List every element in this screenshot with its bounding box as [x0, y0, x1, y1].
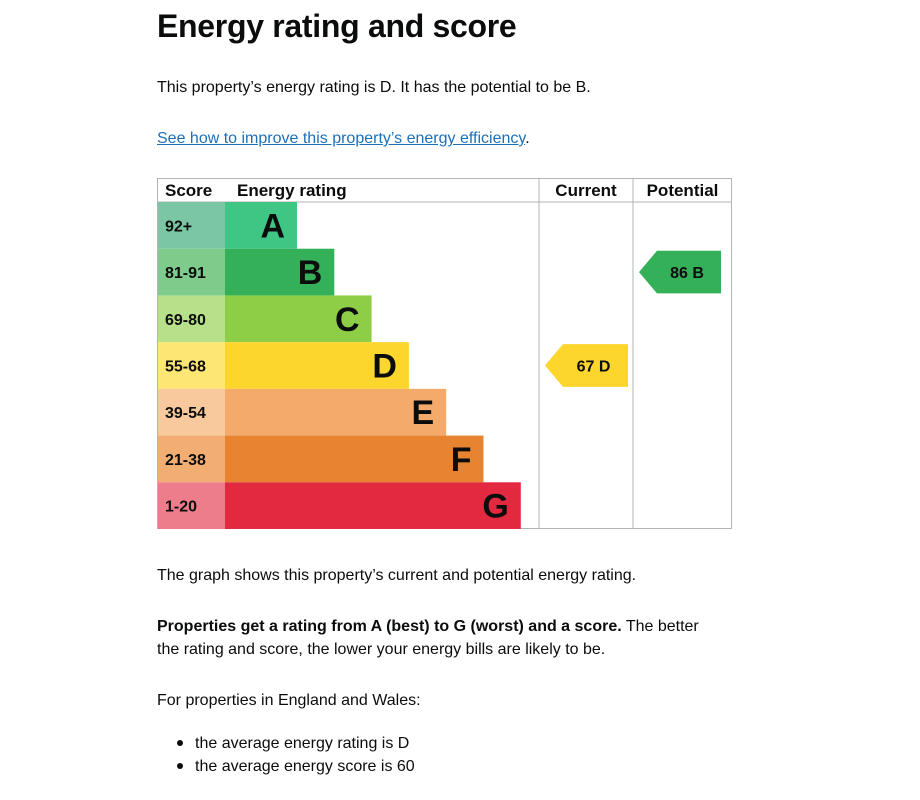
current-rating-label: 67 D	[577, 359, 611, 376]
score-cell-f	[158, 435, 225, 483]
rating-bar-c	[225, 295, 372, 343]
average-score-item: the average energy score is 60	[177, 755, 415, 778]
rating-letter-c: C	[335, 301, 360, 339]
rating-letter-e: E	[412, 394, 435, 432]
rating-letter-f: F	[451, 441, 472, 479]
rating-bar-d	[225, 342, 409, 389]
rating-bar-a	[225, 202, 297, 249]
improve-paragraph: See how to improve this property’s energ…	[157, 127, 530, 150]
region-intro: For properties in England and Wales:	[157, 692, 421, 709]
score-label-a: 92+	[165, 218, 192, 235]
rating-bar-e	[225, 388, 447, 436]
score-cell-d	[158, 342, 225, 389]
average-rating-item: the average energy rating is D	[177, 732, 415, 755]
header-current: Current	[555, 181, 617, 200]
energy-rating-graph: Score Energy rating Current Potential 92+ A 81…	[157, 178, 732, 529]
header-energy-rating: Energy rating	[237, 181, 347, 200]
rating-bar-g	[225, 482, 521, 529]
header-potential: Potential	[647, 181, 719, 200]
improve-energy-link[interactable]: See how to improve this property’s energ…	[157, 130, 526, 147]
averages-list: the average energy rating is D the avera…	[157, 732, 415, 778]
score-cell-g	[158, 482, 225, 529]
energy-rating-chart: Score Energy rating Current Potential 92+ A 81…	[157, 178, 732, 529]
potential-rating-arrow	[639, 250, 721, 294]
rating-bar-b	[225, 248, 335, 296]
rating-explanation-rest-2: the rating and score, the lower your ene…	[157, 641, 606, 658]
rating-bar-f	[225, 435, 484, 483]
graph-caption: The graph shows this property’s current …	[157, 567, 637, 584]
score-label-g: 1-20	[165, 499, 197, 516]
rating-letter-b: B	[298, 254, 323, 292]
score-label-b: 81-91	[165, 265, 206, 282]
score-label-f: 21-38	[165, 452, 206, 469]
page-title: Energy rating and score	[157, 8, 517, 44]
score-cell-e	[158, 388, 225, 436]
rating-letter-d: D	[372, 348, 397, 386]
current-rating-arrow	[545, 344, 628, 387]
rating-letter-a: A	[260, 207, 285, 245]
score-label-d: 55-68	[165, 359, 206, 376]
score-cell-b	[158, 248, 225, 296]
rating-explanation: Properties get a rating from A (best) to…	[157, 615, 757, 661]
rating-explanation-bold: Properties get a rating from A (best) to…	[157, 618, 622, 635]
rating-explanation-rest-1: The better	[621, 618, 699, 635]
rating-letter-g: G	[482, 488, 508, 526]
score-label-c: 69-80	[165, 312, 206, 329]
score-cell-c	[158, 295, 225, 343]
score-cell-a	[158, 202, 225, 249]
potential-rating-label: 86 B	[670, 265, 704, 282]
improve-link-suffix: .	[525, 130, 530, 147]
intro-text: This property’s energy rating is D. It h…	[157, 79, 591, 96]
score-label-e: 39-54	[165, 405, 206, 422]
header-score: Score	[165, 181, 212, 200]
